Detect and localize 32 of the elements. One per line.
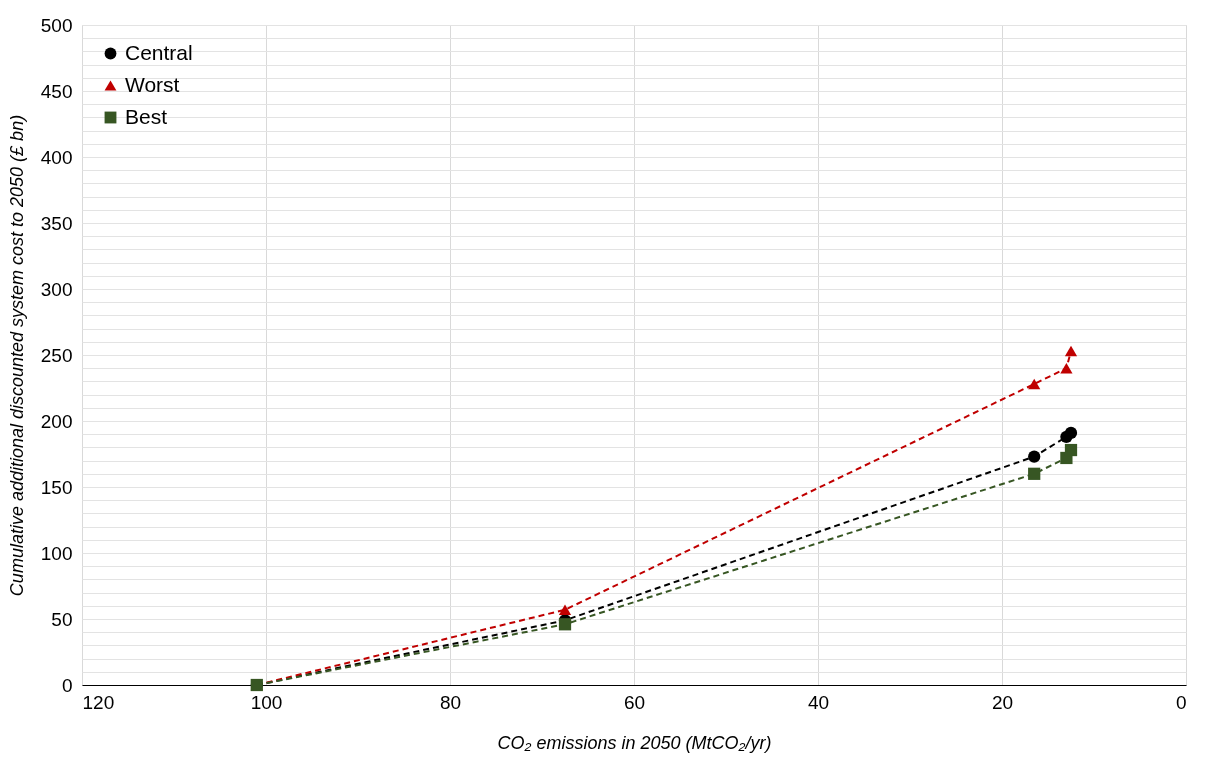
x-tick-label: 100: [250, 691, 283, 713]
y-tick-label: 200: [40, 410, 73, 432]
y-tick-label: 250: [40, 344, 73, 366]
point: [1064, 443, 1078, 457]
y-axis-title: Cumulative additional discounted system cost to 2050 (£ bn): [6, 114, 27, 597]
point: [1028, 467, 1041, 480]
legend-label: Central: [125, 40, 193, 64]
x-tick-label: 120: [82, 691, 115, 713]
point: [558, 604, 572, 616]
y-tick-label: 50: [51, 608, 73, 630]
x-tick-label: 0: [1175, 691, 1187, 713]
point: [1028, 450, 1041, 463]
point: [1064, 426, 1078, 439]
x-tick-label: 20: [991, 691, 1014, 713]
y-tick-label: 0: [61, 674, 73, 696]
y-tick-label: 500: [40, 14, 73, 36]
point: [558, 618, 572, 631]
point: [1028, 378, 1041, 390]
y-tick-label: 350: [40, 212, 73, 234]
y-tick-label: 100: [40, 542, 73, 564]
x-tick-label: 40: [807, 691, 830, 713]
point: [1060, 362, 1073, 374]
x-tick-label: 80: [439, 691, 462, 713]
y-tick-label: 400: [40, 146, 73, 168]
y-tick-label: 450: [40, 80, 73, 102]
point: [1064, 345, 1078, 357]
y-tick-label: 150: [40, 476, 73, 498]
x-tick-label: 60: [623, 691, 646, 713]
legend-label: Worst: [125, 72, 180, 96]
y-tick-label: 300: [40, 278, 73, 300]
x-axis-title: CO₂ emissions in 2050 (MtCO₂/yr): [497, 732, 772, 753]
legend-label: Best: [125, 104, 168, 128]
